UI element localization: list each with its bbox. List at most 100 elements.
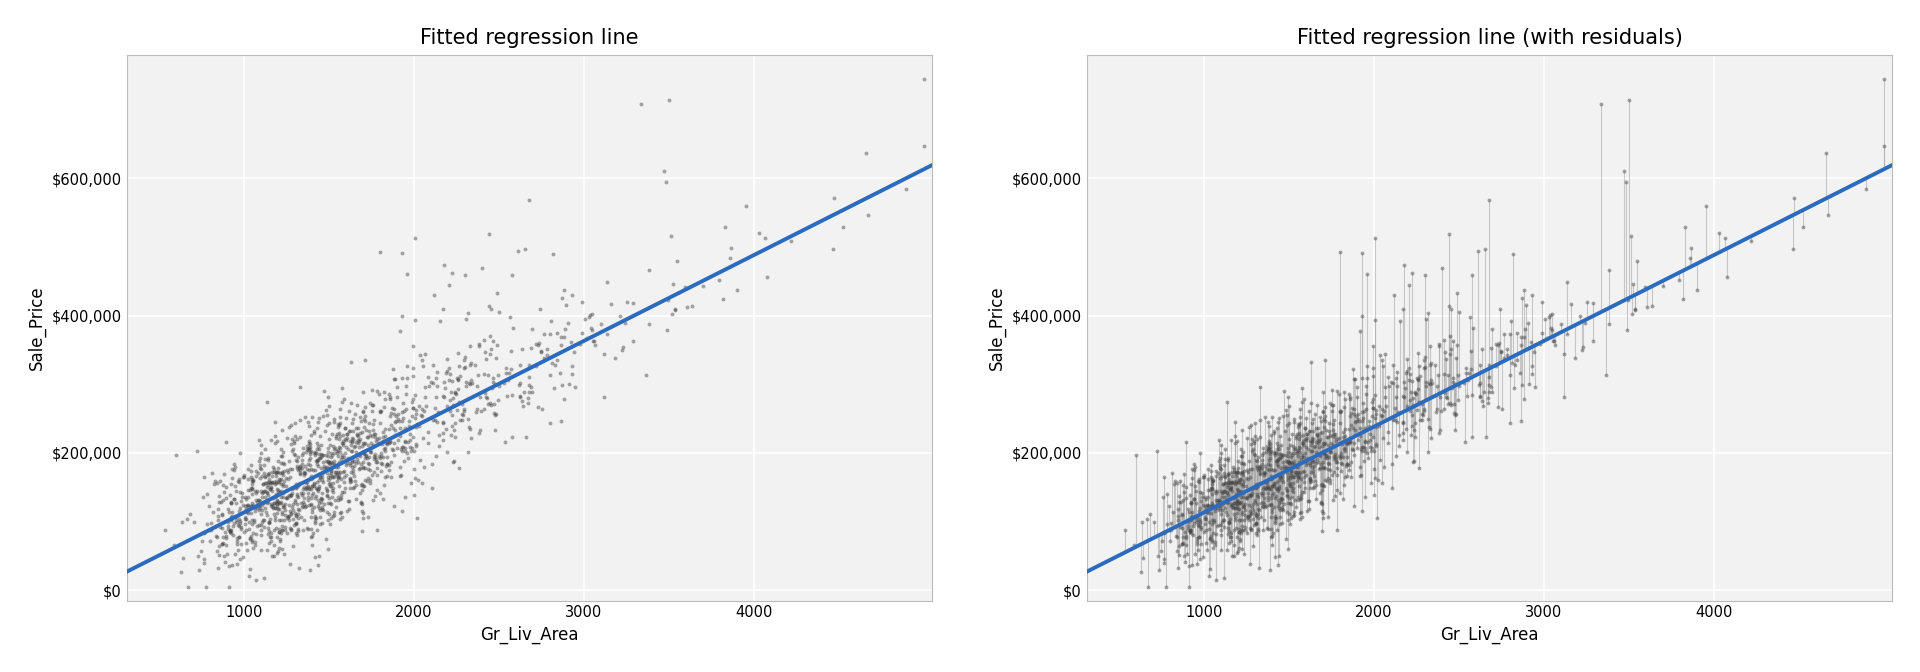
Point (1336, 408, 1367, 419)
Point (1308, 508, 1338, 519)
Point (346, 462, 376, 473)
Point (436, 386, 467, 397)
Point (348, 463, 378, 474)
Point (484, 307, 515, 318)
Point (273, 491, 303, 502)
Point (1215, 535, 1246, 546)
Point (273, 513, 303, 523)
Point (278, 519, 309, 530)
Point (234, 485, 265, 496)
Point (474, 331, 505, 342)
Point (255, 501, 286, 511)
Point (313, 458, 344, 469)
Point (1187, 523, 1217, 534)
Point (570, 314, 601, 325)
Point (349, 414, 380, 425)
Point (438, 456, 468, 466)
Point (384, 416, 415, 427)
Point (419, 415, 449, 425)
Point (261, 500, 292, 511)
Point (1498, 358, 1528, 368)
Point (334, 426, 365, 437)
Point (1229, 458, 1260, 469)
Point (196, 517, 227, 528)
Point (507, 343, 538, 354)
Point (188, 492, 219, 503)
Point (1190, 537, 1221, 548)
Point (474, 398, 505, 409)
Point (1202, 468, 1233, 478)
Point (1248, 497, 1279, 508)
Point (1231, 493, 1261, 503)
Point (1440, 378, 1471, 389)
Point (273, 456, 303, 467)
Point (390, 423, 420, 433)
Point (1336, 457, 1367, 468)
Point (1169, 468, 1200, 479)
Point (1256, 481, 1286, 492)
Point (1361, 439, 1392, 450)
Point (1175, 526, 1206, 536)
Point (1325, 488, 1356, 499)
Point (409, 349, 440, 360)
Point (202, 545, 232, 556)
Point (1192, 508, 1223, 519)
Point (1308, 485, 1338, 495)
Point (1309, 402, 1340, 413)
Point (351, 453, 382, 464)
Point (296, 480, 326, 491)
Point (505, 392, 536, 403)
Point (328, 429, 359, 440)
Point (1236, 488, 1267, 499)
Point (365, 405, 396, 416)
Point (378, 374, 409, 384)
Point (305, 431, 336, 442)
Point (578, 336, 609, 347)
Point (1327, 435, 1357, 446)
Point (1171, 531, 1202, 542)
Point (1183, 476, 1213, 487)
Point (294, 482, 324, 493)
Point (253, 484, 284, 495)
Point (1778, 244, 1809, 255)
Point (321, 475, 351, 486)
Point (1359, 490, 1390, 501)
Point (323, 450, 353, 461)
Point (332, 505, 363, 516)
Point (307, 471, 338, 482)
Point (232, 507, 263, 517)
Point (1261, 484, 1292, 495)
Point (459, 359, 490, 370)
Point (1204, 435, 1235, 446)
Point (444, 463, 474, 474)
Point (294, 474, 324, 485)
Point (1227, 507, 1258, 517)
Point (1296, 439, 1327, 450)
Point (397, 402, 428, 413)
Point (1294, 426, 1325, 437)
Point (1309, 411, 1340, 421)
Point (419, 378, 449, 388)
Point (1256, 464, 1286, 474)
Point (1265, 431, 1296, 442)
Point (1413, 447, 1444, 458)
Point (215, 498, 246, 509)
Point (1215, 499, 1246, 510)
Point (307, 477, 338, 488)
Point (1444, 370, 1475, 380)
Point (305, 472, 336, 482)
Point (428, 392, 459, 403)
Point (1210, 477, 1240, 488)
Point (540, 383, 570, 394)
Point (1273, 472, 1304, 482)
Point (292, 464, 323, 474)
Point (1236, 523, 1267, 534)
Point (1281, 466, 1311, 477)
Point (257, 466, 288, 477)
Point (319, 417, 349, 427)
Point (319, 472, 349, 482)
Point (323, 462, 353, 472)
Point (296, 474, 326, 485)
Point (349, 448, 380, 459)
Point (1206, 448, 1236, 459)
